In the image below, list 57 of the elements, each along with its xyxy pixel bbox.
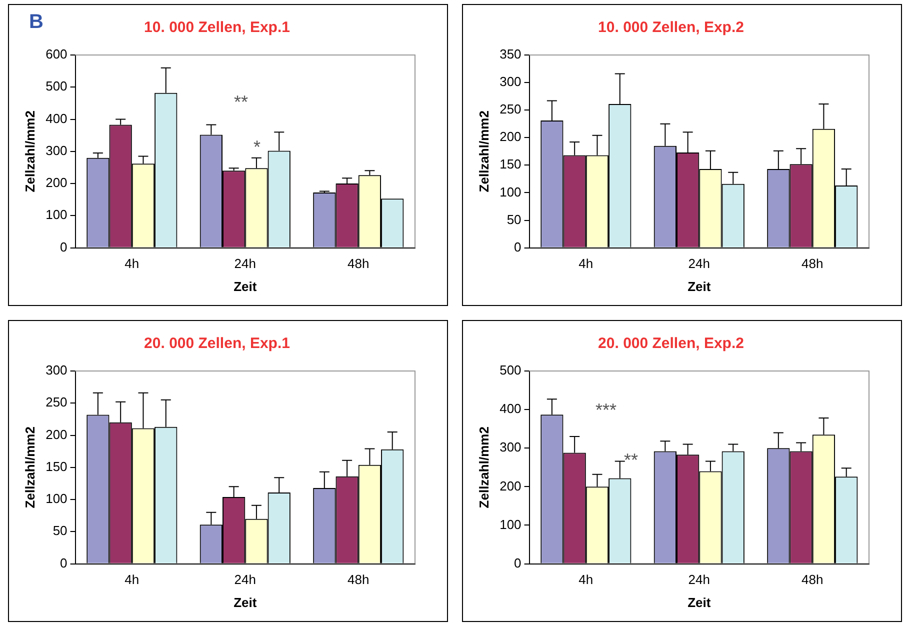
x-axis-title: Zeit: [688, 278, 712, 294]
x-tick-label: 4h: [124, 256, 140, 272]
y-tick-label: 500: [500, 362, 522, 378]
y-tick-label: 250: [500, 102, 522, 117]
x-tick-label: 4h: [578, 256, 594, 272]
y-tick-label: 0: [60, 555, 68, 570]
y-tick-label: 0: [60, 239, 68, 254]
chart-title: 20. 000 Zellen, Exp.1: [144, 335, 290, 352]
y-axis-title: Zellzahl/mm2: [476, 110, 492, 192]
x-tick-label: 24h: [688, 572, 710, 588]
y-tick-label: 100: [46, 491, 68, 506]
y-tick-label: 50: [506, 212, 522, 227]
y-tick-label: 400: [500, 401, 522, 416]
annotation: **: [624, 450, 638, 470]
y-tick-label: 150: [500, 156, 522, 172]
y-axis-title: Zellzahl/mm2: [22, 110, 38, 192]
x-tick-label: 24h: [688, 256, 710, 272]
y-tick-label: 100: [46, 207, 68, 222]
y-tick-label: 350: [500, 46, 522, 62]
y-tick-label: 300: [500, 440, 522, 455]
y-tick-label: 600: [46, 46, 68, 62]
y-tick-label: 300: [500, 74, 522, 90]
x-axis-title: Zeit: [234, 594, 258, 610]
chart-title: 10. 000 Zellen, Exp.2: [598, 19, 744, 36]
chart-title: 20. 000 Zellen, Exp.2: [598, 335, 744, 352]
x-tick-label: 24h: [234, 256, 256, 272]
y-tick-label: 300: [46, 142, 68, 158]
y-tick-label: 0: [514, 555, 522, 570]
y-tick-label: 400: [46, 110, 68, 126]
x-tick-label: 4h: [578, 572, 594, 588]
chart-title: 10. 000 Zellen, Exp.1: [144, 19, 290, 36]
y-tick-label: 100: [500, 184, 522, 200]
x-tick-label: 4h: [124, 572, 140, 588]
y-axis-title: Zellzahl/mm2: [476, 426, 492, 508]
y-tick-label: 200: [46, 175, 68, 190]
x-tick-label: 48h: [802, 572, 824, 588]
annotation: ***: [595, 400, 617, 420]
y-tick-label: 500: [46, 78, 68, 94]
y-tick-label: 0: [514, 239, 522, 254]
y-axis-title: Zellzahl/mm2: [22, 426, 38, 508]
y-tick-label: 50: [52, 523, 68, 538]
x-tick-label: 48h: [348, 572, 370, 588]
y-tick-label: 200: [46, 426, 68, 442]
x-tick-label: 48h: [802, 256, 824, 272]
annotation: **: [234, 92, 248, 112]
annotation: *: [253, 137, 261, 157]
x-axis-title: Zeit: [688, 594, 712, 610]
x-axis-title: Zeit: [234, 278, 258, 294]
y-tick-label: 250: [46, 394, 68, 410]
x-tick-label: 48h: [348, 256, 370, 272]
y-tick-label: 100: [500, 516, 522, 532]
y-tick-label: 200: [500, 478, 522, 494]
text: B: [29, 11, 44, 34]
y-tick-label: 300: [46, 362, 68, 378]
y-tick-label: 150: [46, 458, 68, 474]
x-tick-label: 24h: [234, 572, 256, 588]
y-tick-label: 200: [500, 129, 522, 144]
